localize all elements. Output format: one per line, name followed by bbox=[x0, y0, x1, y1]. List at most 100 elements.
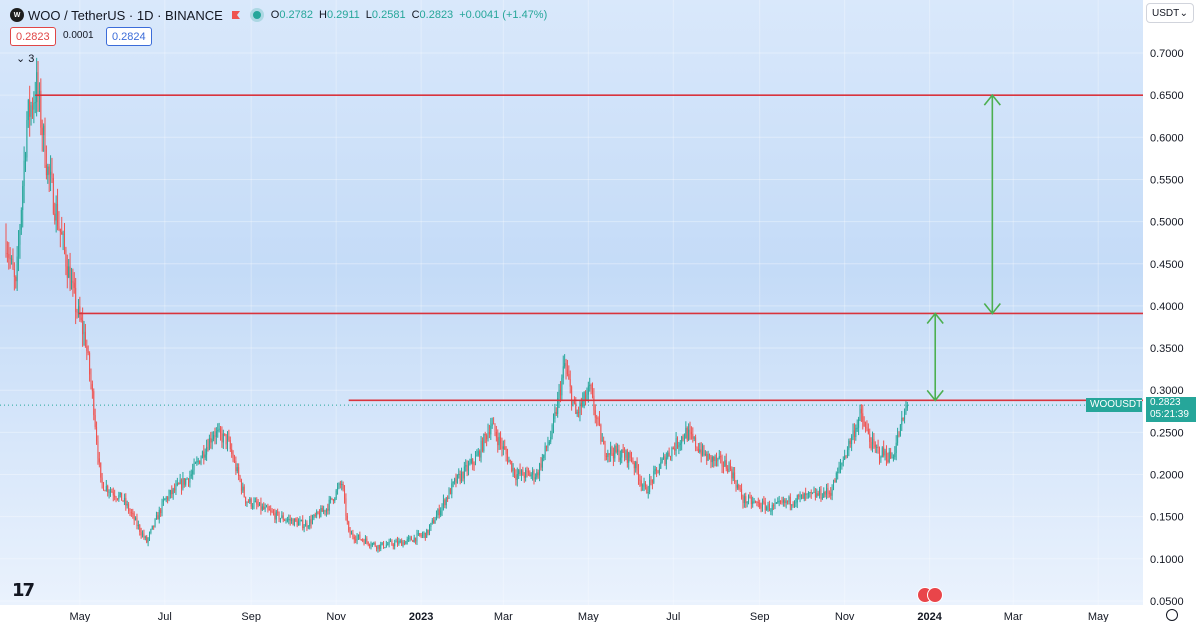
candle-body bbox=[615, 445, 617, 452]
buy-price-button[interactable]: 0.2824 bbox=[106, 27, 152, 46]
candle-body bbox=[809, 492, 811, 494]
candle-body bbox=[828, 492, 830, 494]
candle-body bbox=[657, 470, 659, 474]
candle-body bbox=[33, 102, 35, 110]
candle-body bbox=[291, 519, 293, 521]
candle-body bbox=[761, 501, 763, 509]
economic-event-icon-2[interactable] bbox=[927, 587, 943, 603]
candle-body bbox=[243, 486, 245, 497]
time-axis-panel[interactable] bbox=[0, 605, 1143, 622]
candle-body bbox=[539, 463, 541, 476]
candle-body bbox=[598, 418, 600, 425]
candle-body bbox=[813, 491, 815, 493]
candle-body bbox=[759, 502, 761, 508]
candle-body bbox=[590, 384, 592, 390]
price-tick-label: 0.6000 bbox=[1150, 132, 1184, 144]
candle-body bbox=[582, 400, 584, 407]
candle-body bbox=[217, 430, 219, 432]
candle-body bbox=[270, 510, 272, 512]
candle-body bbox=[869, 434, 871, 442]
candle-body bbox=[682, 436, 684, 439]
candle-body bbox=[756, 501, 758, 503]
candle-body bbox=[380, 544, 382, 549]
candle-body bbox=[363, 540, 365, 544]
candle-body bbox=[636, 461, 638, 471]
candle-body bbox=[185, 479, 187, 485]
candle-body bbox=[566, 369, 568, 374]
candle-body bbox=[9, 257, 11, 259]
time-tick-label: Jul bbox=[666, 611, 680, 622]
candle-body bbox=[853, 430, 855, 437]
price-axis-panel[interactable] bbox=[1143, 0, 1200, 622]
sell-price-button[interactable]: 0.2823 bbox=[10, 27, 56, 46]
candle-body bbox=[114, 495, 116, 498]
candle-body bbox=[848, 440, 850, 450]
candle-body bbox=[239, 475, 241, 481]
candle-body bbox=[754, 501, 756, 503]
candle-body bbox=[419, 533, 421, 536]
candle-body bbox=[119, 492, 121, 496]
candle-body bbox=[745, 496, 747, 504]
candle-body bbox=[409, 537, 411, 539]
candle-body bbox=[729, 463, 731, 470]
candle-body bbox=[876, 446, 878, 448]
candle-body bbox=[681, 436, 683, 444]
indicators-toggle[interactable]: ⌄ 3 bbox=[16, 53, 35, 65]
candle-body bbox=[293, 518, 295, 526]
candle-body bbox=[527, 470, 529, 473]
candle-body bbox=[161, 501, 163, 514]
tradingview-logo-icon[interactable]: 𝟭𝟳 bbox=[12, 580, 35, 600]
candle-body bbox=[752, 501, 754, 505]
candle-body bbox=[735, 481, 737, 488]
candle-body bbox=[364, 538, 366, 544]
candle-body bbox=[259, 502, 261, 506]
candle-body bbox=[187, 478, 189, 483]
candle-body bbox=[571, 386, 573, 406]
candle-body bbox=[877, 446, 879, 449]
candle-body bbox=[201, 451, 203, 459]
candle-body bbox=[498, 436, 500, 446]
candle-body bbox=[562, 366, 564, 378]
candle-body bbox=[266, 506, 268, 508]
candle-body bbox=[520, 470, 522, 475]
candle-body bbox=[668, 452, 670, 457]
candle-body bbox=[624, 452, 626, 458]
candle-body bbox=[207, 446, 209, 450]
candle-body bbox=[208, 438, 210, 450]
candle-body bbox=[45, 164, 47, 176]
candle-body bbox=[321, 508, 323, 512]
candle-body bbox=[356, 536, 358, 541]
candle-body bbox=[604, 444, 606, 457]
currency-select[interactable]: USDT ⌄ bbox=[1146, 3, 1194, 23]
candle-body bbox=[787, 500, 789, 502]
candle-body bbox=[608, 453, 610, 455]
candle-body bbox=[73, 282, 75, 288]
candle-body bbox=[607, 453, 609, 457]
candle-body bbox=[476, 455, 478, 457]
candle-body bbox=[672, 447, 674, 449]
candle-body bbox=[731, 469, 733, 479]
candle-body bbox=[408, 537, 410, 539]
candle-body bbox=[774, 503, 776, 506]
price-tick-label: 0.6500 bbox=[1150, 90, 1184, 102]
candle-body bbox=[391, 541, 393, 545]
candle-body bbox=[362, 539, 364, 541]
price-tick-label: 0.7000 bbox=[1150, 48, 1184, 60]
symbol-title[interactable]: WOO / TetherUS · 1D · BINANCE bbox=[28, 7, 223, 23]
candle-body bbox=[466, 465, 468, 471]
ohlc-low: L0.2581 bbox=[365, 9, 406, 21]
candle-body bbox=[501, 443, 503, 449]
candle-body bbox=[890, 451, 892, 459]
candle-body bbox=[502, 446, 504, 449]
candle-body bbox=[658, 468, 660, 474]
candle-body bbox=[833, 480, 835, 490]
chart-plot-area[interactable] bbox=[0, 0, 1143, 605]
candle-body bbox=[583, 392, 585, 401]
candle-body bbox=[215, 431, 217, 437]
settings-gear-icon[interactable] bbox=[1166, 609, 1178, 621]
candle-body bbox=[572, 401, 574, 406]
flag-icon[interactable] bbox=[231, 10, 241, 20]
candle-body bbox=[767, 503, 769, 508]
candle-body bbox=[629, 452, 631, 458]
